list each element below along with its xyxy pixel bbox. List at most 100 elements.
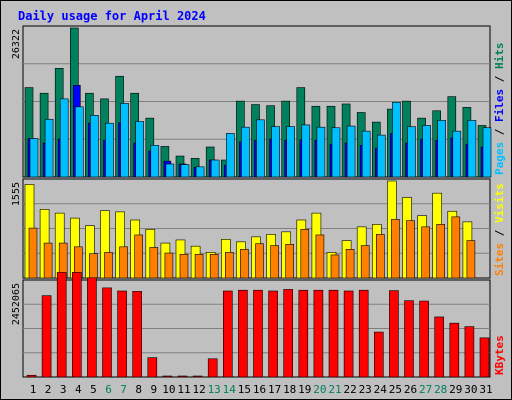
bar-sites-day-29 <box>451 216 461 279</box>
x-tick-label-day-25: 25 <box>389 383 402 396</box>
legend-item-pages: Pages <box>493 142 506 175</box>
x-tick-label-day-27: 27 <box>419 383 432 396</box>
x-tick-label-day-29: 29 <box>449 383 462 396</box>
x-tick-label-day-26: 26 <box>404 383 417 396</box>
x-tick-label-day-1: 1 <box>30 383 37 396</box>
legend-visits: Sites / Visits <box>493 183 506 276</box>
bar-pages-day-7 <box>120 103 129 178</box>
bar-kbytes-day-21 <box>328 289 339 378</box>
bar-pages-day-30 <box>467 120 477 178</box>
chart-title: Daily usage for April 2024 <box>18 9 206 23</box>
x-tick-label-day-24: 24 <box>374 383 388 396</box>
bar-kbytes-day-30 <box>464 326 475 378</box>
bar-sites-day-5 <box>89 253 98 279</box>
bar-kbytes-day-16 <box>253 289 263 378</box>
bar-sites-day-1 <box>28 227 38 279</box>
legend-separator: / <box>493 223 506 243</box>
bar-pages-day-18 <box>286 126 296 178</box>
bar-sites-day-16 <box>255 243 264 279</box>
x-tick-label-day-16: 16 <box>253 383 266 396</box>
bar-kbytes-day-24 <box>373 331 384 378</box>
legend-item-hits: Hits <box>493 43 506 70</box>
bar-kbytes-day-6 <box>102 287 112 378</box>
bar-kbytes-day-12 <box>192 375 203 378</box>
legend-item-files: Files <box>493 89 506 122</box>
bar-kbytes-day-3 <box>56 272 67 378</box>
x-tick-label-day-10: 10 <box>162 383 175 396</box>
bar-pages-day-4 <box>75 106 84 178</box>
legend-text-hits: Pages / Files / Hits <box>493 43 506 176</box>
bar-pages-day-1 <box>29 138 39 178</box>
bar-pages-day-21 <box>331 127 341 178</box>
bar-pages-day-31 <box>482 127 492 178</box>
bar-pages-day-25 <box>392 101 401 178</box>
bar-pages-day-15 <box>241 126 250 178</box>
legend-item-sites: Sites <box>493 243 506 276</box>
panel-hits: 26322 Pages / Files / Hits <box>11 25 506 178</box>
legend-separator: / <box>493 69 506 89</box>
bar-pages-day-6 <box>105 122 114 178</box>
y-tick-label-hits: 26322 <box>11 29 22 59</box>
bar-pages-day-28 <box>437 120 447 178</box>
bar-pages-day-29 <box>452 130 462 178</box>
x-tick-label-day-9: 9 <box>150 383 157 396</box>
bar-kbytes-day-31 <box>479 337 490 378</box>
bar-kbytes-day-28 <box>434 316 445 378</box>
bar-sites-day-21 <box>330 254 340 279</box>
x-tick-label-day-20: 20 <box>313 383 326 396</box>
x-tick-label-day-22: 22 <box>343 383 356 396</box>
bar-sites-day-10 <box>164 252 174 279</box>
bar-pages-day-11 <box>180 164 190 178</box>
x-tick-label-day-11: 11 <box>177 383 190 396</box>
bar-pages-day-23 <box>361 130 371 178</box>
bar-pages-day-16 <box>256 119 265 178</box>
bar-kbytes-day-15 <box>238 289 248 378</box>
bar-pages-day-27 <box>422 125 431 178</box>
bar-kbytes-day-17 <box>268 290 278 378</box>
bar-kbytes-day-7 <box>117 290 127 378</box>
bar-sites-day-28 <box>436 224 446 279</box>
bar-sites-day-12 <box>194 253 204 279</box>
bar-kbytes-day-1 <box>26 374 37 378</box>
bar-pages-day-24 <box>376 134 386 178</box>
x-tick-label-day-8: 8 <box>135 383 142 396</box>
y-tick-label-visits: 1555 <box>11 182 22 206</box>
bar-pages-day-3 <box>59 98 69 178</box>
legend-item-kbytes: KBytes <box>493 335 506 375</box>
bar-sites-day-20 <box>315 234 325 279</box>
bar-sites-day-9 <box>149 247 159 279</box>
bar-kbytes-day-8 <box>132 291 142 378</box>
legend-hits: Pages / Files / Hits <box>493 43 506 176</box>
bar-sites-day-2 <box>43 242 53 279</box>
bar-sites-day-25 <box>391 219 400 279</box>
bar-pages-day-13 <box>210 159 220 178</box>
bar-pages-day-10 <box>165 163 175 178</box>
bar-sites-day-8 <box>134 234 143 279</box>
x-tick-label-day-31: 31 <box>479 383 492 396</box>
x-tick-label-day-4: 4 <box>75 383 82 396</box>
bar-sites-day-23 <box>360 245 370 279</box>
bar-pages-day-12 <box>195 166 205 178</box>
legend-text-kbytes: KBytes <box>493 335 506 375</box>
bar-kbytes-day-5 <box>87 277 97 378</box>
bar-kbytes-day-29 <box>449 322 460 378</box>
x-tick-label-day-15: 15 <box>238 383 251 396</box>
bar-pages-day-17 <box>271 126 280 178</box>
bar-sites-day-15 <box>240 249 249 279</box>
x-tick-label-day-18: 18 <box>283 383 296 396</box>
bar-pages-day-22 <box>346 125 356 178</box>
bar-pages-day-19 <box>301 124 311 178</box>
panel-visits: 1555 Sites / Visits <box>11 178 506 279</box>
x-tick-label-day-5: 5 <box>90 383 97 396</box>
x-tick-label-day-6: 6 <box>105 383 112 396</box>
bar-kbytes-day-14 <box>223 290 233 378</box>
x-tick-label-day-19: 19 <box>298 383 311 396</box>
x-tick-label-day-30: 30 <box>464 383 477 396</box>
bar-kbytes-day-2 <box>41 295 52 378</box>
x-tick-label-day-17: 17 <box>268 383 281 396</box>
panel-kbytes: 2452065 KBytes <box>11 272 506 378</box>
x-tick-label-day-12: 12 <box>192 383 205 396</box>
x-tick-label-day-3: 3 <box>60 383 67 396</box>
bar-sites-day-14 <box>225 252 234 279</box>
